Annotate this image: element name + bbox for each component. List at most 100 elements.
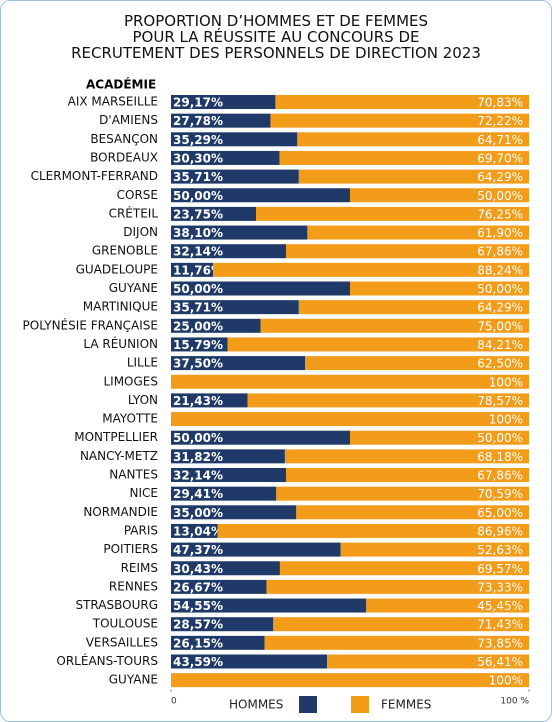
value-label: 73,33% (477, 580, 523, 594)
value-label: 75,00% (477, 319, 523, 333)
x-tick-label: 100 % (500, 697, 529, 707)
value-label: 65,00% (477, 506, 523, 520)
bar-segment (276, 486, 529, 501)
bar-segment (171, 281, 350, 296)
value-label: 78,57% (477, 394, 523, 408)
bar-segment (171, 673, 529, 688)
category-label: BESANÇON (90, 132, 158, 146)
value-label: 47,37% (173, 543, 223, 557)
bar-segment (297, 132, 529, 147)
bar-segment (217, 523, 529, 538)
bar-segment (279, 561, 529, 576)
value-label: 100% (489, 375, 523, 389)
legend-swatch (299, 696, 317, 713)
value-label: 45,45% (477, 599, 523, 613)
bar-segment (171, 505, 297, 520)
bar-segment (171, 132, 298, 147)
value-label: 50,00% (477, 189, 523, 203)
bar-segment (171, 318, 261, 333)
bar-segment (171, 486, 277, 501)
value-label: 32,14% (173, 469, 223, 483)
category-label: BORDEAUX (90, 150, 158, 164)
bar-segment (171, 225, 308, 240)
value-label: 35,71% (173, 170, 223, 184)
value-label: 37,50% (173, 357, 223, 371)
value-label: 70,59% (477, 487, 523, 501)
category-label: STRASBOURG (75, 598, 158, 612)
category-label: NICE (130, 486, 158, 500)
bar-segment (273, 617, 529, 632)
bar-segment (171, 468, 287, 482)
legend-swatch (351, 696, 369, 713)
value-label: 62,50% (477, 357, 523, 371)
value-label: 35,29% (173, 133, 223, 147)
value-label: 30,30% (173, 151, 223, 165)
category-label: MONTPELLIER (74, 430, 158, 444)
value-label: 23,75% (173, 207, 223, 221)
value-label: 38,10% (173, 226, 223, 240)
bar-segment (171, 449, 285, 464)
bar-segment (171, 598, 367, 613)
legend-label: HOMMES (229, 698, 283, 712)
value-label: 64,29% (477, 301, 523, 315)
value-label: 69,70% (477, 151, 523, 165)
bar-segment (350, 188, 529, 203)
category-label: LIMOGES (103, 374, 158, 388)
value-label: 50,00% (477, 282, 523, 296)
bar-segment (350, 430, 529, 445)
value-label: 50,00% (173, 189, 223, 203)
value-label: 35,71% (173, 301, 223, 315)
legend-label: FEMMES (381, 698, 431, 712)
category-label: LA RÉUNION (83, 336, 158, 351)
category-label: VERSAILLES (86, 635, 158, 649)
category-label: GRENOBLE (92, 244, 158, 258)
bar-segment (171, 169, 299, 184)
bar-segment (340, 542, 529, 557)
value-label: 64,71% (477, 133, 523, 147)
bar-segment (171, 337, 228, 352)
bar-segment (286, 244, 529, 259)
value-label: 27,78% (173, 114, 223, 128)
bar-segment (298, 169, 529, 184)
value-label: 72,22% (477, 114, 523, 128)
y-axis-label: ACADÉMIE (86, 77, 156, 92)
category-label: LYON (128, 393, 158, 407)
bar-segment (171, 150, 280, 165)
value-label: 35,00% (173, 506, 223, 520)
value-label: 26,67% (173, 580, 223, 594)
value-label: 15,79% (173, 338, 223, 352)
bar-segment (284, 449, 529, 464)
bar-segment (327, 654, 529, 669)
value-label: 50,00% (477, 431, 523, 445)
category-label: POLYNÉSIE FRANÇAISE (23, 317, 158, 332)
category-label: NORMANDIE (83, 505, 158, 519)
category-label: DIJON (123, 225, 158, 239)
category-label: NANTES (109, 468, 158, 482)
value-label: 31,82% (173, 450, 223, 464)
category-label: LILLE (127, 356, 158, 370)
value-label: 56,41% (477, 655, 523, 669)
value-label: 21,43% (173, 394, 223, 408)
category-label: MARTINIQUE (83, 300, 158, 314)
value-label: 100% (489, 674, 523, 688)
value-label: 29,41% (173, 487, 223, 501)
value-label: 61,90% (477, 226, 523, 240)
value-label: 13,04% (173, 524, 223, 538)
bar-segment (213, 262, 529, 277)
category-label: GUYANE (109, 281, 158, 295)
value-label: 67,86% (477, 245, 523, 259)
bar-segment (171, 654, 328, 669)
category-label: CLERMONT-FERRAND (31, 169, 158, 183)
value-label: 43,59% (173, 655, 223, 669)
value-label: 25,00% (173, 319, 223, 333)
bar-segment (171, 113, 271, 128)
value-label: 30,43% (173, 562, 223, 576)
bar-segment (171, 262, 214, 277)
category-label: GUADELOUPE (76, 262, 158, 276)
bar-segment (171, 206, 257, 221)
category-label: D'AMIENS (99, 113, 158, 127)
value-label: 88,24% (477, 263, 523, 277)
bar-segment (247, 393, 529, 408)
value-label: 70,83% (477, 96, 523, 110)
